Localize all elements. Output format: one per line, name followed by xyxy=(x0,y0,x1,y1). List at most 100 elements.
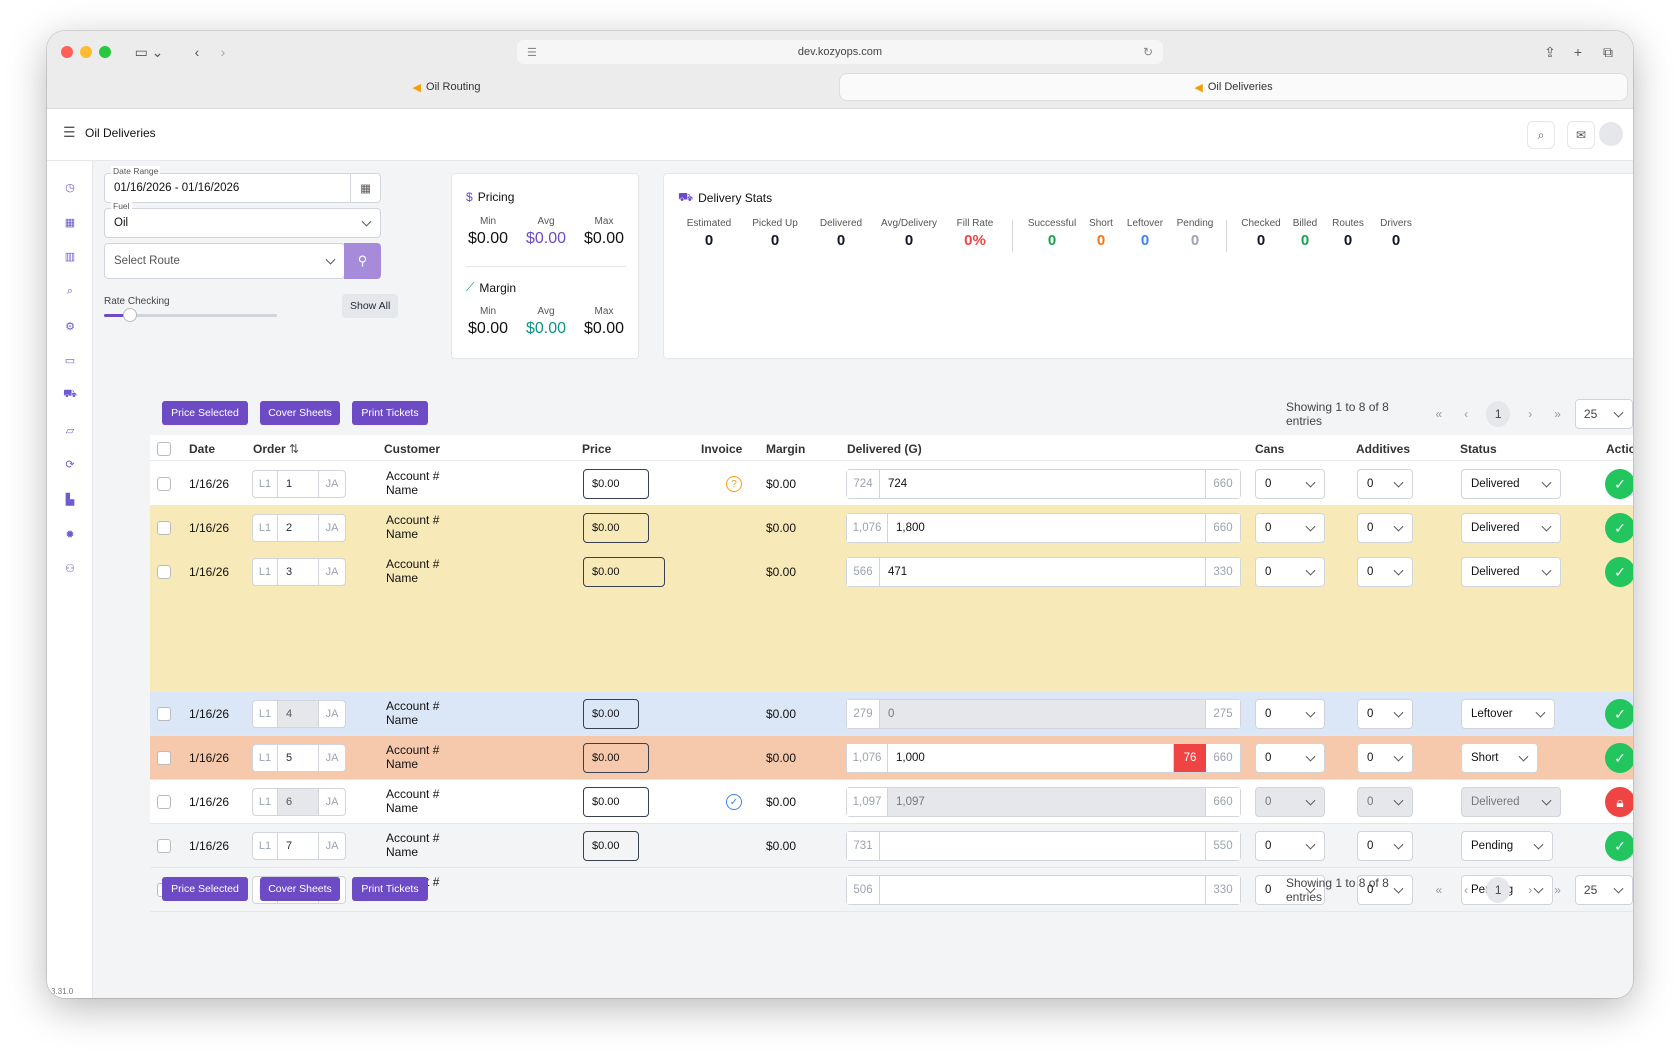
status-select[interactable]: Delivered xyxy=(1461,469,1561,499)
cans-select[interactable]: 0 xyxy=(1255,787,1325,817)
confirm-button[interactable]: ✓ xyxy=(1605,699,1633,729)
search-button[interactable]: ⌕ xyxy=(1527,121,1555,149)
wallet-icon[interactable]: ▭ xyxy=(64,354,76,367)
price-selected-button[interactable]: Price Selected xyxy=(162,401,248,425)
price-input[interactable]: $0.00 xyxy=(583,469,649,499)
row-checkbox[interactable] xyxy=(157,839,171,853)
table-row[interactable]: 1/16/26 L1 4 JA Account # Name $0.00 $0.00 279 0… xyxy=(150,692,1633,736)
column-cans[interactable]: Cans xyxy=(1255,442,1285,456)
gear-icon[interactable]: ⚙ xyxy=(65,320,75,333)
fuel-select[interactable]: Oil xyxy=(104,208,381,238)
folder-icon[interactable]: ▱ xyxy=(65,424,75,437)
question-icon[interactable]: ? xyxy=(726,476,742,492)
share-icon[interactable]: ⇪ xyxy=(1544,43,1556,60)
status-select[interactable]: Short xyxy=(1461,743,1538,773)
order-number-input[interactable]: 6 xyxy=(277,789,319,815)
cans-select[interactable]: 0 xyxy=(1255,875,1325,905)
confirm-button[interactable]: ✓ xyxy=(1605,469,1633,499)
order-input-group[interactable]: L1 4 JA xyxy=(252,700,346,728)
table-row[interactable]: 1/16/26 L1 2 JA Account # Name $0.00 $0.00 1,07… xyxy=(150,506,1633,550)
rate-checking-handle[interactable] xyxy=(122,308,137,322)
last-page-button[interactable]: » xyxy=(1554,407,1561,421)
address-bar[interactable]: ☰ dev.kozyops.com ↻ xyxy=(517,40,1163,64)
new-tab-icon[interactable]: + xyxy=(1573,44,1583,60)
page-settings-icon[interactable]: ☰ xyxy=(527,46,537,59)
column-order[interactable]: Order ⇅ xyxy=(253,442,299,456)
last-page-button[interactable]: » xyxy=(1554,883,1561,897)
customer-name[interactable]: Account # Name xyxy=(386,787,440,815)
driver-filter-button[interactable]: ⚲ xyxy=(344,243,381,279)
column-invoice[interactable]: Invoice xyxy=(701,442,743,456)
row-checkbox[interactable] xyxy=(157,477,171,491)
column-delivered[interactable]: Delivered (G) xyxy=(847,442,922,456)
confirm-button[interactable]: ✓ xyxy=(1605,743,1633,773)
delivered-input-group[interactable]: 506 330 xyxy=(846,875,1241,905)
delivered-gallons-input[interactable]: 1,800 xyxy=(887,514,1206,542)
page-1-button[interactable]: 1 xyxy=(1486,877,1511,903)
order-number-input[interactable]: 1 xyxy=(277,471,319,497)
map-icon[interactable]: ▥ xyxy=(64,250,76,263)
column-customer[interactable]: Customer xyxy=(384,442,441,456)
customer-name[interactable]: Account # Name xyxy=(386,513,440,541)
order-number-input[interactable]: 4 xyxy=(277,701,319,727)
status-select[interactable]: Pending xyxy=(1461,831,1553,861)
tab-overview-icon[interactable]: ⧉ xyxy=(1603,43,1613,60)
order-number-input[interactable]: 3 xyxy=(277,559,319,585)
additives-select[interactable]: 0 xyxy=(1357,513,1413,543)
table-row[interactable]: 1/16/26 L1 6 JA Account # Name $0.00 ✓ $0.00 1,0… xyxy=(150,780,1633,824)
column-date[interactable]: Date xyxy=(189,442,216,456)
table-row[interactable]: 1/16/26 L1 1 JA Account # Name $0.00? $0.00 724… xyxy=(150,462,1633,506)
order-input-group[interactable]: L1 5 JA xyxy=(252,744,346,772)
cans-select[interactable]: 0 xyxy=(1255,469,1325,499)
status-select[interactable]: Delivered xyxy=(1461,787,1561,817)
users-icon[interactable]: ⚇ xyxy=(65,562,75,575)
delivered-input-group[interactable]: 566 471 330 xyxy=(846,557,1241,587)
status-select[interactable]: Leftover xyxy=(1461,699,1555,729)
row-checkbox[interactable] xyxy=(157,565,171,579)
table-row[interactable]: 1/16/26 L1 7 JA Account # Name $0.00 $0.00 731 5… xyxy=(150,824,1633,868)
cans-select[interactable]: 0 xyxy=(1255,831,1325,861)
additives-select[interactable]: 0 xyxy=(1357,875,1413,905)
column-additives[interactable]: Additives xyxy=(1356,442,1411,456)
prev-page-button[interactable]: ‹ xyxy=(1464,407,1469,421)
page-size-select[interactable]: 25 xyxy=(1574,875,1633,905)
cans-select[interactable]: 0 xyxy=(1255,557,1325,587)
order-number-input[interactable]: 7 xyxy=(277,833,319,859)
column-margin[interactable]: Margin xyxy=(766,442,806,456)
customer-name[interactable]: Account # Name xyxy=(386,699,440,727)
calendar-icon[interactable]: ▦ xyxy=(350,174,380,202)
delivered-gallons-input[interactable]: 724 xyxy=(879,470,1206,498)
delivered-gallons-input[interactable]: 1,000 xyxy=(887,744,1174,772)
print-tickets-button[interactable]: Print Tickets xyxy=(352,401,428,425)
tab-oil-deliveries[interactable]: ◀ Oil Deliveries xyxy=(840,74,1627,100)
order-input-group[interactable]: L1 2 JA xyxy=(252,514,346,542)
row-checkbox[interactable] xyxy=(157,707,171,721)
delivered-gallons-input[interactable] xyxy=(879,876,1206,904)
column-price[interactable]: Price xyxy=(582,442,612,456)
reload-icon[interactable]: ↻ xyxy=(1142,45,1153,59)
cans-select[interactable]: 0 xyxy=(1255,743,1325,773)
order-input-group[interactable]: L1 1 JA xyxy=(252,470,346,498)
delivered-gallons-input[interactable]: 471 xyxy=(879,558,1206,586)
chart-icon[interactable]: ▙ xyxy=(65,493,75,506)
truck-icon[interactable]: ⛟ xyxy=(63,388,77,400)
delivered-input-group[interactable]: 1,076 1,800 660 xyxy=(846,513,1241,543)
mail-button[interactable]: ✉ xyxy=(1567,121,1595,149)
first-page-button[interactable]: « xyxy=(1435,407,1443,421)
delivered-input-group[interactable]: 731 550 xyxy=(846,831,1241,861)
select-all-checkbox[interactable] xyxy=(157,442,171,456)
page-1-button[interactable]: 1 xyxy=(1486,401,1511,427)
dashboard-icon[interactable]: ▦ xyxy=(64,216,76,229)
zoom-window-button[interactable] xyxy=(99,46,111,58)
verified-icon[interactable]: ✓ xyxy=(726,794,742,810)
first-page-button[interactable]: « xyxy=(1435,883,1443,897)
next-page-button[interactable]: › xyxy=(1528,407,1533,421)
additives-select[interactable]: 0 xyxy=(1357,469,1413,499)
delivered-input-group[interactable]: 279 0 275 xyxy=(846,699,1241,729)
confirm-button[interactable]: ✓ xyxy=(1605,513,1633,543)
delivered-gallons-input[interactable] xyxy=(879,832,1206,860)
next-page-button[interactable]: › xyxy=(1528,883,1533,897)
lock-button[interactable]: 🔒︎ xyxy=(1605,787,1633,817)
additives-select[interactable]: 0 xyxy=(1357,743,1413,773)
delivered-input-group[interactable]: 724 724 660 xyxy=(846,469,1241,499)
